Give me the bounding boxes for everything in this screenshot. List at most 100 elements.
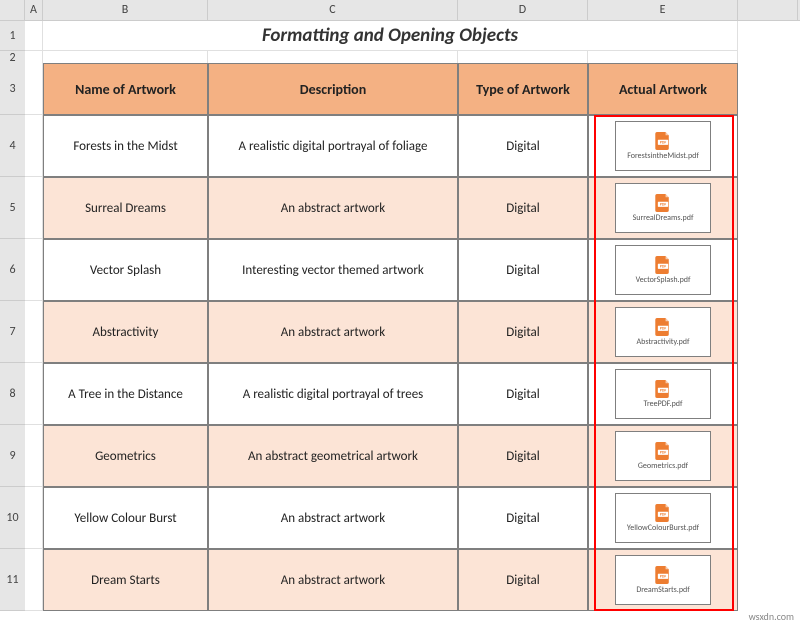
cell-name[interactable]: Geometrics: [43, 425, 208, 487]
cell-artwork[interactable]: PDF Abstractivity.pdf: [588, 301, 738, 363]
cell-desc[interactable]: An abstract artwork: [208, 301, 458, 363]
cell-artwork[interactable]: PDF SurrealDreams.pdf: [588, 177, 738, 239]
th-actual[interactable]: Actual Artwork: [588, 63, 738, 115]
cell-type[interactable]: Digital: [458, 301, 588, 363]
cell-artwork[interactable]: PDF ForestsintheMidst.pdf: [588, 115, 738, 177]
cell-name[interactable]: Yellow Colour Burst: [43, 487, 208, 549]
cell-desc[interactable]: A realistic digital portrayal of trees: [208, 363, 458, 425]
embedded-object[interactable]: PDF ForestsintheMidst.pdf: [615, 121, 711, 171]
cell-name[interactable]: Vector Splash: [43, 239, 208, 301]
svg-text:PDF: PDF: [660, 140, 666, 145]
table-row: 4 Forests in the Midst A realistic digit…: [0, 115, 800, 177]
pdf-icon: PDF: [655, 256, 671, 274]
row-header-9[interactable]: 9: [0, 425, 26, 487]
svg-text:PDF: PDF: [660, 574, 666, 579]
embedded-object-filename: TreePDF.pdf: [642, 400, 685, 409]
pdf-icon: PDF: [655, 442, 671, 460]
cell-artwork[interactable]: PDF DreamStarts.pdf: [588, 549, 738, 611]
cell-type[interactable]: Digital: [458, 363, 588, 425]
cell-name[interactable]: Abstractivity: [43, 301, 208, 363]
th-type[interactable]: Type of Artwork: [458, 63, 588, 115]
embedded-object[interactable]: PDF DreamStarts.pdf: [615, 555, 711, 605]
embedded-object-filename: YellowColourBurst.pdf: [625, 524, 701, 533]
embedded-object[interactable]: PDF VectorSplash.pdf: [615, 245, 711, 295]
row-header-4[interactable]: 4: [0, 115, 26, 177]
cell-name[interactable]: Forests in the Midst: [43, 115, 208, 177]
cell-artwork[interactable]: PDF Geometrics.pdf: [588, 425, 738, 487]
cell-a8[interactable]: [25, 363, 43, 425]
cell-name[interactable]: Dream Starts: [43, 549, 208, 611]
row-header-10[interactable]: 10: [0, 487, 26, 549]
select-all-corner[interactable]: [0, 0, 25, 20]
embedded-object-filename: SurrealDreams.pdf: [631, 214, 696, 223]
spreadsheet: A B C D E 1 Formatting and Opening Objec…: [0, 0, 800, 625]
table-row: 10 Yellow Colour Burst An abstract artwo…: [0, 487, 800, 549]
col-header-a[interactable]: A: [25, 0, 43, 20]
table-row: 8 A Tree in the Distance A realistic dig…: [0, 363, 800, 425]
cell-name[interactable]: Surreal Dreams: [43, 177, 208, 239]
row-header-8[interactable]: 8: [0, 363, 26, 425]
cell-a9[interactable]: [25, 425, 43, 487]
cell-a7[interactable]: [25, 301, 43, 363]
cell-artwork[interactable]: PDF TreePDF.pdf: [588, 363, 738, 425]
col-header-c[interactable]: C: [208, 0, 458, 20]
cell-a5[interactable]: [25, 177, 43, 239]
table-row: 7 Abstractivity An abstract artwork Digi…: [0, 301, 800, 363]
cell-a11[interactable]: [25, 549, 43, 611]
cell-a10[interactable]: [25, 487, 43, 549]
cell-name[interactable]: A Tree in the Distance: [43, 363, 208, 425]
col-header-d[interactable]: D: [458, 0, 588, 20]
row-header-3[interactable]: 3: [0, 63, 26, 115]
row-header-11[interactable]: 11: [0, 549, 26, 611]
cell-a3[interactable]: [25, 63, 43, 115]
cell-desc[interactable]: An abstract artwork: [208, 177, 458, 239]
embedded-object[interactable]: PDF SurrealDreams.pdf: [615, 183, 711, 233]
th-name[interactable]: Name of Artwork: [43, 63, 208, 115]
cell-type[interactable]: Digital: [458, 549, 588, 611]
embedded-object-filename: DreamStarts.pdf: [634, 586, 691, 595]
column-headers: A B C D E: [0, 0, 800, 21]
svg-text:PDF: PDF: [660, 326, 666, 331]
embedded-object[interactable]: PDF TreePDF.pdf: [615, 369, 711, 419]
cell-artwork[interactable]: PDF VectorSplash.pdf: [588, 239, 738, 301]
row-header-5[interactable]: 5: [0, 177, 26, 239]
watermark: wsxdn.com: [749, 610, 794, 623]
cell-type[interactable]: Digital: [458, 425, 588, 487]
cell-type[interactable]: Digital: [458, 115, 588, 177]
svg-text:PDF: PDF: [660, 264, 666, 269]
embedded-object-filename: Abstractivity.pdf: [635, 338, 692, 347]
cell-type[interactable]: Digital: [458, 239, 588, 301]
cell-a6[interactable]: [25, 239, 43, 301]
cell-desc[interactable]: An abstract geometrical artwork: [208, 425, 458, 487]
th-desc[interactable]: Description: [208, 63, 458, 115]
row-header-7[interactable]: 7: [0, 301, 26, 363]
cell-type[interactable]: Digital: [458, 487, 588, 549]
embedded-object[interactable]: PDF Abstractivity.pdf: [615, 307, 711, 357]
cell-artwork[interactable]: PDF YellowColourBurst.pdf: [588, 487, 738, 549]
col-header-e[interactable]: E: [588, 0, 738, 20]
pdf-icon: PDF: [655, 132, 671, 150]
col-header-extra[interactable]: [738, 0, 798, 20]
embedded-object[interactable]: PDF Geometrics.pdf: [615, 431, 711, 481]
cell-a1[interactable]: [25, 21, 43, 51]
cell-desc[interactable]: An abstract artwork: [208, 549, 458, 611]
embedded-object[interactable]: PDF YellowColourBurst.pdf: [615, 493, 711, 543]
cell-desc[interactable]: A realistic digital portrayal of foliage: [208, 115, 458, 177]
col-header-b[interactable]: B: [43, 0, 208, 20]
pdf-icon: PDF: [655, 318, 671, 336]
svg-text:PDF: PDF: [660, 450, 666, 455]
svg-text:PDF: PDF: [660, 388, 666, 393]
row-header-1[interactable]: 1: [0, 21, 26, 51]
row-header-6[interactable]: 6: [0, 239, 26, 301]
pdf-icon: PDF: [655, 566, 671, 584]
table-row: 5 Surreal Dreams An abstract artwork Dig…: [0, 177, 800, 239]
cell-a4[interactable]: [25, 115, 43, 177]
embedded-object-filename: ForestsintheMidst.pdf: [625, 152, 701, 161]
cell-type[interactable]: Digital: [458, 177, 588, 239]
cell-desc[interactable]: An abstract artwork: [208, 487, 458, 549]
page-title[interactable]: Formatting and Opening Objects: [43, 21, 738, 51]
table-row: 6 Vector Splash Interesting vector theme…: [0, 239, 800, 301]
pdf-icon: PDF: [655, 194, 671, 212]
cell-desc[interactable]: Interesting vector themed artwork: [208, 239, 458, 301]
embedded-object-filename: VectorSplash.pdf: [634, 276, 693, 285]
